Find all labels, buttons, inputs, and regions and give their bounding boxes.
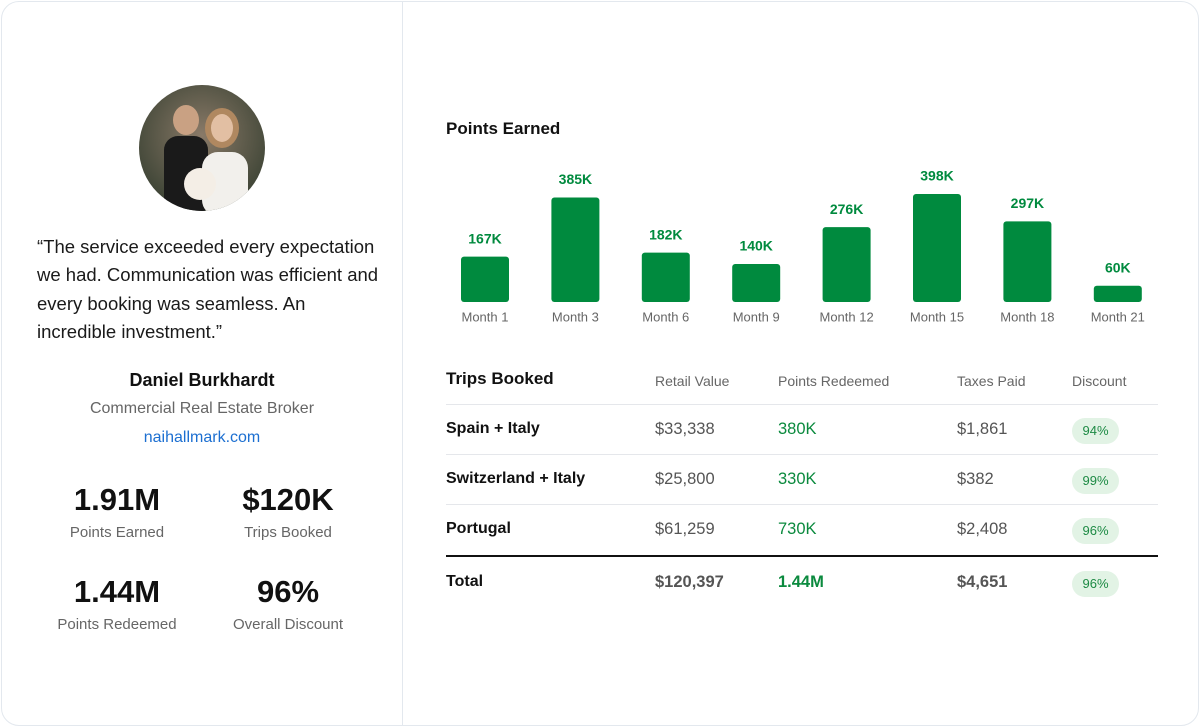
stat-value: 96% bbox=[256, 574, 320, 609]
row-label: Switzerland + Italy bbox=[446, 470, 586, 487]
table-cell: $2,408 bbox=[957, 520, 1008, 538]
bar bbox=[1003, 221, 1052, 302]
stat-value: 1.91M bbox=[73, 482, 161, 517]
table-cell: $1,861 bbox=[957, 420, 1008, 438]
x-tick-label: Month 18 bbox=[1000, 309, 1054, 324]
table-title: Trips Booked bbox=[446, 369, 554, 388]
row-divider bbox=[446, 504, 1158, 505]
stat-label: Trips Booked bbox=[244, 524, 332, 541]
x-tick-label: Month 12 bbox=[819, 309, 873, 324]
value-label: 385K bbox=[559, 171, 592, 187]
chart: 167K Month 1 385K Month 3 182K Month 6 140K Mon… bbox=[461, 168, 1145, 324]
chart-title: Points Earned bbox=[446, 119, 561, 138]
table-cell: $25,800 bbox=[655, 470, 715, 488]
bar bbox=[1093, 285, 1142, 302]
bar bbox=[551, 197, 600, 302]
x-tick-label: Month 3 bbox=[552, 309, 599, 324]
table-cell: 380K bbox=[778, 420, 817, 438]
stat-label: Points Redeemed bbox=[57, 616, 177, 633]
value-label: 398K bbox=[920, 168, 953, 184]
column-header: Discount bbox=[1072, 373, 1127, 389]
row-divider bbox=[446, 404, 1158, 405]
table-cell: 330K bbox=[778, 470, 817, 488]
table-cell: $120,397 bbox=[655, 573, 724, 591]
row-divider bbox=[446, 555, 1158, 557]
table-cell: $4,651 bbox=[957, 573, 1008, 591]
x-tick-label: Month 1 bbox=[462, 309, 509, 324]
value-label: 276K bbox=[830, 201, 863, 217]
bar bbox=[732, 264, 781, 302]
table-cell: 730K bbox=[778, 520, 817, 538]
table-cell: $33,338 bbox=[655, 420, 715, 438]
x-tick-label: Month 15 bbox=[910, 309, 964, 324]
stat-value: $120K bbox=[242, 482, 334, 517]
column-header: Points Redeemed bbox=[778, 373, 890, 389]
x-tick-label: Month 9 bbox=[733, 309, 780, 324]
bar bbox=[822, 227, 871, 302]
bar bbox=[913, 194, 961, 302]
value-label: 167K bbox=[468, 230, 501, 246]
row-divider bbox=[446, 454, 1158, 455]
column-header: Retail Value bbox=[655, 373, 730, 389]
table-cell: $382 bbox=[957, 470, 994, 488]
value-label: 182K bbox=[649, 226, 682, 242]
bar bbox=[461, 256, 509, 302]
discount-pill: 96% bbox=[1072, 518, 1119, 544]
divider bbox=[402, 2, 403, 725]
discount-pill: 94% bbox=[1072, 418, 1119, 444]
stat-label: Points Earned bbox=[69, 524, 165, 541]
table-cell: 1.44M bbox=[778, 573, 824, 591]
value-label: 297K bbox=[1011, 195, 1044, 211]
row-label: Portugal bbox=[446, 520, 511, 537]
bar bbox=[641, 252, 690, 302]
avatar bbox=[139, 85, 265, 211]
x-tick-label: Month 6 bbox=[642, 309, 689, 324]
table-cell: $61,259 bbox=[655, 520, 715, 538]
website-link[interactable]: naihallmark.com bbox=[143, 429, 261, 446]
value-label: 140K bbox=[739, 238, 772, 254]
author-role: Commercial Real Estate Broker bbox=[89, 400, 315, 417]
stat-label: Overall Discount bbox=[232, 616, 344, 633]
discount-pill: 96% bbox=[1072, 571, 1119, 597]
row-label: Total bbox=[446, 573, 484, 590]
row-label: Spain + Italy bbox=[446, 420, 540, 437]
column-header: Taxes Paid bbox=[957, 373, 1026, 389]
stat-value: 1.44M bbox=[73, 574, 161, 609]
x-tick-label: Month 21 bbox=[1091, 309, 1145, 324]
quote: “The service exceeded every expectation … bbox=[37, 236, 379, 342]
value-label: 60K bbox=[1105, 259, 1131, 275]
discount-pill: 99% bbox=[1072, 468, 1119, 494]
author-name: Daniel Burkhardt bbox=[129, 370, 275, 390]
